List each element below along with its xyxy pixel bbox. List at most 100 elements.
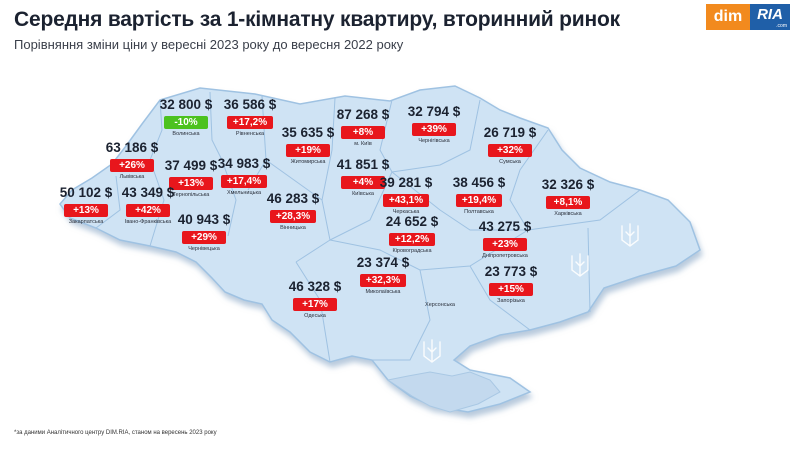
region-name: Закарпатська xyxy=(68,219,104,225)
region-name: Київська xyxy=(352,191,374,197)
region-label-vinnytsia: 46 283 $ +28,3% Вінницька xyxy=(248,191,338,232)
region-change-badge: +19,4% xyxy=(455,194,503,207)
region-price: 39 281 $ xyxy=(379,175,433,190)
logo-ria-text: RIA xyxy=(757,6,783,23)
logo-ria-suffix: .com xyxy=(776,23,787,29)
region-change-badge: +17% xyxy=(293,298,337,311)
region-change-badge: +15% xyxy=(489,283,533,296)
region-name: Вінницька xyxy=(280,225,306,231)
region-label-rivne: 36 586 $ +17,2% Рівненська xyxy=(205,97,295,138)
region-change-badge: +4% xyxy=(341,176,385,189)
region-name: Чернігівська xyxy=(418,138,450,144)
tryzub-icon xyxy=(423,339,441,363)
region-price: 46 283 $ xyxy=(266,191,320,206)
region-name: Житомирська xyxy=(290,159,326,165)
dim-ria-logo: dim RIA .com xyxy=(706,4,790,30)
region-price: 23 374 $ xyxy=(356,255,410,270)
region-price: 37 499 $ xyxy=(164,158,218,173)
region-name: м. Київ xyxy=(354,141,372,147)
tryzub-icon xyxy=(571,253,589,277)
region-change-badge: +8% xyxy=(341,126,385,139)
region-change-badge: +26% xyxy=(110,159,154,172)
region-label-odesa: 46 328 $ +17% Одеська xyxy=(270,279,360,320)
region-price: 24 652 $ xyxy=(385,214,439,229)
ukraine-mainland-shape xyxy=(59,85,701,413)
region-change-badge: +28,3% xyxy=(269,210,317,223)
region-change-badge: -10% xyxy=(164,116,208,129)
region-price: 40 943 $ xyxy=(177,212,231,227)
footnote: *за даними Аналітичного центру DIM.RIA, … xyxy=(14,430,217,436)
region-change-badge: +32,3% xyxy=(359,274,407,287)
region-label-poltava: 38 456 $ +19,4% Полтавська xyxy=(434,175,524,216)
region-price: 46 328 $ xyxy=(288,279,342,294)
region-name: Івано-Франківська xyxy=(124,219,172,225)
region-label-kharkiv: 32 326 $ +8,1% Харківська xyxy=(523,177,613,218)
region-change-badge: +39% xyxy=(412,123,456,136)
logo-dim: dim xyxy=(706,4,750,30)
region-label-khmelnytskyi: 34 983 $ +17,4% Хмельницька xyxy=(199,156,289,197)
region-name-kherson: Херсонська xyxy=(425,302,456,308)
region-name: Одеська xyxy=(304,313,326,319)
region-change-badge: +13% xyxy=(64,204,108,217)
region-price: 32 800 $ xyxy=(159,97,213,112)
region-price: 32 326 $ xyxy=(541,177,595,192)
crimea-shape xyxy=(386,371,501,413)
region-name: Черкаська xyxy=(392,209,420,215)
region-change-badge: +43,1% xyxy=(382,194,430,207)
region-label-chernihiv: 32 794 $ +39% Чернігівська xyxy=(389,104,479,145)
region-label-ivano-frankivsk: 43 349 $ +42% Івано-Франківська xyxy=(103,185,193,226)
region-name: Чернівецька xyxy=(188,246,220,252)
region-label-ternopil: 37 499 $ +13% Тернопільська xyxy=(146,158,236,199)
region-price: 34 983 $ xyxy=(217,156,271,171)
region-name: Волинська xyxy=(172,131,200,137)
region-name: Запорізька xyxy=(497,298,525,304)
region-name: Дніпропетровська xyxy=(482,253,528,259)
region-label-sumy: 26 719 $ +32% Сумська xyxy=(465,125,555,166)
region-label-zhytomyr: 35 635 $ +19% Житомирська xyxy=(263,125,353,166)
tryzub-icon xyxy=(621,223,639,247)
region-name: Харківська xyxy=(554,211,582,217)
region-price: 23 773 $ xyxy=(484,264,538,279)
region-label-cherkasy: 39 281 $ +43,1% Черкаська xyxy=(361,175,451,216)
region-label-kyiv-city: 87 268 $ +8% м. Київ xyxy=(318,107,408,148)
region-name: Полтавська xyxy=(464,209,494,215)
region-change-badge: +19% xyxy=(286,144,330,157)
region-name: Хмельницька xyxy=(226,190,262,196)
region-change-badge: +17,4% xyxy=(220,175,268,188)
region-name: Львівська xyxy=(119,174,145,180)
region-change-badge: +29% xyxy=(182,231,226,244)
region-name: Тернопільська xyxy=(172,192,210,198)
region-label-chernivtsi: 40 943 $ +29% Чернівецька xyxy=(159,212,249,253)
region-label-zakarpattia: 50 102 $ +13% Закарпатська xyxy=(41,185,131,226)
region-name: Кіровоградська xyxy=(392,248,432,254)
region-price: 63 186 $ xyxy=(105,140,159,155)
region-name: Сумська xyxy=(499,159,521,165)
region-change-badge: +13% xyxy=(169,177,213,190)
region-change-badge: +17,2% xyxy=(226,116,274,129)
region-change-badge: +12,2% xyxy=(388,233,436,246)
page-subtitle: Порівняння зміни ціни у вересні 2023 рок… xyxy=(14,37,404,52)
region-label-lviv: 63 186 $ +26% Львівська xyxy=(87,140,177,181)
region-label-kirovohrad: 24 652 $ +12,2% Кіровоградська xyxy=(367,214,457,255)
region-price: 43 349 $ xyxy=(121,185,175,200)
region-price: 41 851 $ xyxy=(336,157,390,172)
region-name: Рівненська xyxy=(235,131,265,137)
logo-ria: RIA .com xyxy=(750,4,790,30)
region-label-dnipropetrovsk: 43 275 $ +23% Дніпропетровська xyxy=(460,219,550,260)
region-price: 26 719 $ xyxy=(483,125,537,140)
region-label-mykolaiv: 23 374 $ +32,3% Миколаївська xyxy=(338,255,428,296)
region-price: 32 794 $ xyxy=(407,104,461,119)
region-change-badge: +8,1% xyxy=(546,196,590,209)
region-price: 35 635 $ xyxy=(281,125,335,140)
region-name: Миколаївська xyxy=(365,289,401,295)
region-change-badge: +23% xyxy=(483,238,527,251)
region-label-zaporizhzhia: 23 773 $ +15% Запорізька xyxy=(466,264,556,305)
page-title: Середня вартість за 1-кімнатну квартиру,… xyxy=(14,8,620,31)
region-label-volyn: 32 800 $ -10% Волинська xyxy=(141,97,231,138)
region-change-badge: +32% xyxy=(488,144,532,157)
region-price: 36 586 $ xyxy=(223,97,277,112)
region-label-kyiv-oblast: 41 851 $ +4% Київська xyxy=(318,157,408,198)
region-price: 43 275 $ xyxy=(478,219,532,234)
region-change-badge: +42% xyxy=(126,204,170,217)
